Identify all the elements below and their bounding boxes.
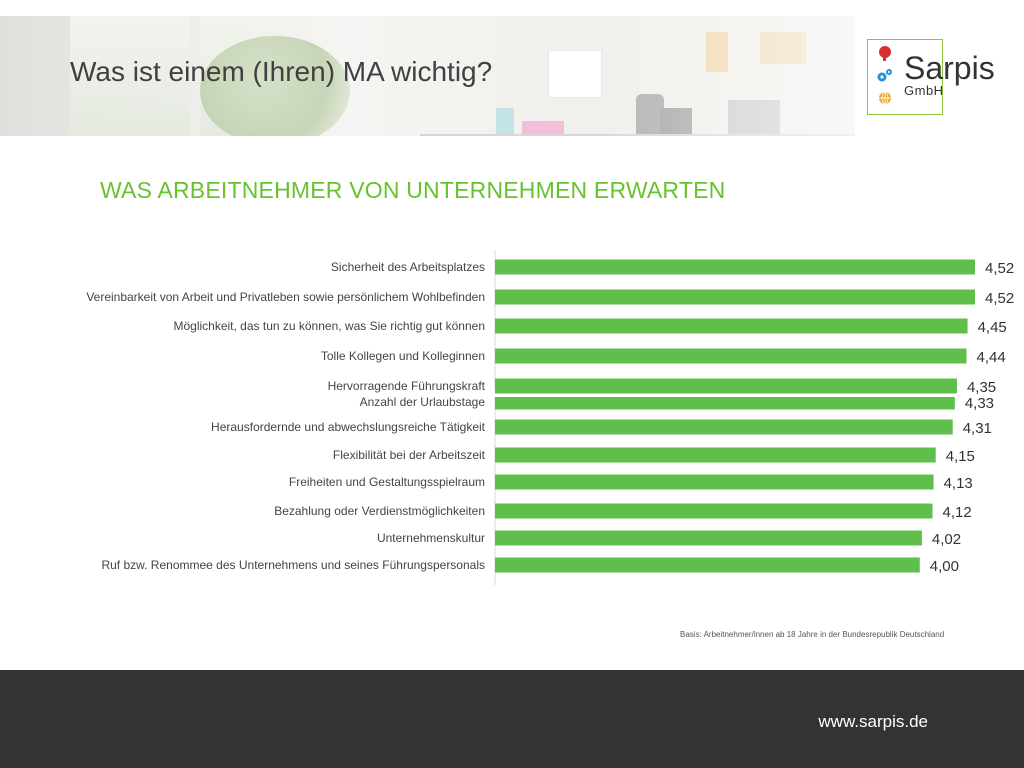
bar-category-label: Vereinbarkeit von Arbeit und Privatleben… [86, 290, 485, 304]
logo-suffix: GmbH [904, 83, 944, 98]
bar-value-label: 4,33 [965, 395, 994, 412]
bar [495, 530, 922, 546]
bar-value-label: 4,13 [944, 475, 973, 492]
slide-title: Was ist einem (Ihren) MA wichtig? [70, 56, 493, 87]
bar-row: Tolle Kollegen und Kolleginnen 4,44 [321, 348, 1006, 366]
bar-row: Unternehmenskultur 4,02 [377, 530, 961, 548]
bar-category-label: Herausfordernde und abwechslungsreiche T… [211, 420, 486, 434]
bar-row: Sicherheit des Arbeitsplatzes 4,52 [331, 259, 1014, 277]
logo-icons [877, 46, 892, 105]
bar-value-label: 4,02 [932, 531, 961, 548]
bar-row: Ruf bzw. Renommee des Unternehmens und s… [101, 557, 959, 575]
bar-value-label: 4,12 [943, 504, 972, 521]
bar [495, 394, 955, 410]
chart-title: WAS ARBEITNEHMER VON UNTERNEHMEN ERWARTE… [100, 177, 726, 203]
bar [495, 259, 975, 275]
bar-category-label: Bezahlung oder Verdienstmöglichkeiten [274, 504, 485, 518]
bar-row: Möglichkeit, das tun zu können, was Sie … [173, 318, 1007, 336]
bar-category-label: Freiheiten und Gestaltungsspielraum [289, 475, 485, 489]
bar-value-label: 4,44 [977, 349, 1006, 366]
footer-website-link[interactable]: www.sarpis.de [818, 712, 928, 731]
bar-row: Vereinbarkeit von Arbeit und Privatleben… [86, 289, 1014, 307]
chart-source-note: Basis: Arbeitnehmer/innen ab 18 Jahre in… [680, 630, 945, 639]
globe-icon [879, 91, 891, 105]
bar [495, 557, 920, 573]
bar-category-label: Möglichkeit, das tun zu können, was Sie … [173, 319, 485, 333]
company-logo [867, 39, 943, 115]
bar [495, 419, 953, 435]
logo-name: Sarpis [904, 50, 995, 86]
bar-row: Herausfordernde und abwechslungsreiche T… [211, 419, 992, 437]
bar [495, 348, 967, 364]
bar-value-label: 4,31 [963, 420, 992, 437]
bar-value-label: 4,15 [946, 448, 975, 465]
header-photo [0, 16, 855, 136]
bar-row: Freiheiten und Gestaltungsspielraum 4,13 [289, 474, 973, 492]
bar-category-label: Anzahl der Urlaubstage [360, 395, 486, 409]
bar-category-label: Unternehmenskultur [377, 531, 485, 545]
bar-chart: Anzahl der Urlaubstage 4,33 Sicherheit des… [0, 250, 1024, 585]
bar-value-label: 4,52 [985, 260, 1014, 277]
bar [495, 289, 975, 305]
bar [495, 378, 957, 394]
bar-value-label: 4,52 [985, 290, 1014, 307]
photo-overlay [0, 16, 855, 136]
bar-category-label: Flexibilität bei der Arbeitszeit [333, 448, 486, 462]
bar [495, 447, 936, 463]
bar-category-label: Tolle Kollegen und Kolleginnen [321, 349, 485, 363]
bar [495, 318, 968, 334]
bar-value-label: 4,45 [978, 319, 1007, 336]
bar-value-label: 4,35 [967, 379, 996, 396]
bar-row: Hervorragende Führungskraft 4,35 [328, 378, 996, 396]
bar-row: Flexibilität bei der Arbeitszeit 4,15 [333, 447, 975, 465]
head-icon [879, 46, 891, 61]
bar-value-label: 4,00 [930, 558, 959, 575]
bar-category-label: Sicherheit des Arbeitsplatzes [331, 260, 485, 274]
bar-row: Bezahlung oder Verdienstmöglichkeiten 4,1… [274, 503, 972, 521]
bar [495, 503, 933, 519]
footer-bar: www.sarpis.de [0, 670, 1024, 768]
bar-category-label: Ruf bzw. Renommee des Unternehmens und s… [101, 558, 485, 572]
bar [495, 474, 934, 490]
gears-icon [877, 69, 892, 82]
bar-category-label: Hervorragende Führungskraft [328, 379, 486, 393]
